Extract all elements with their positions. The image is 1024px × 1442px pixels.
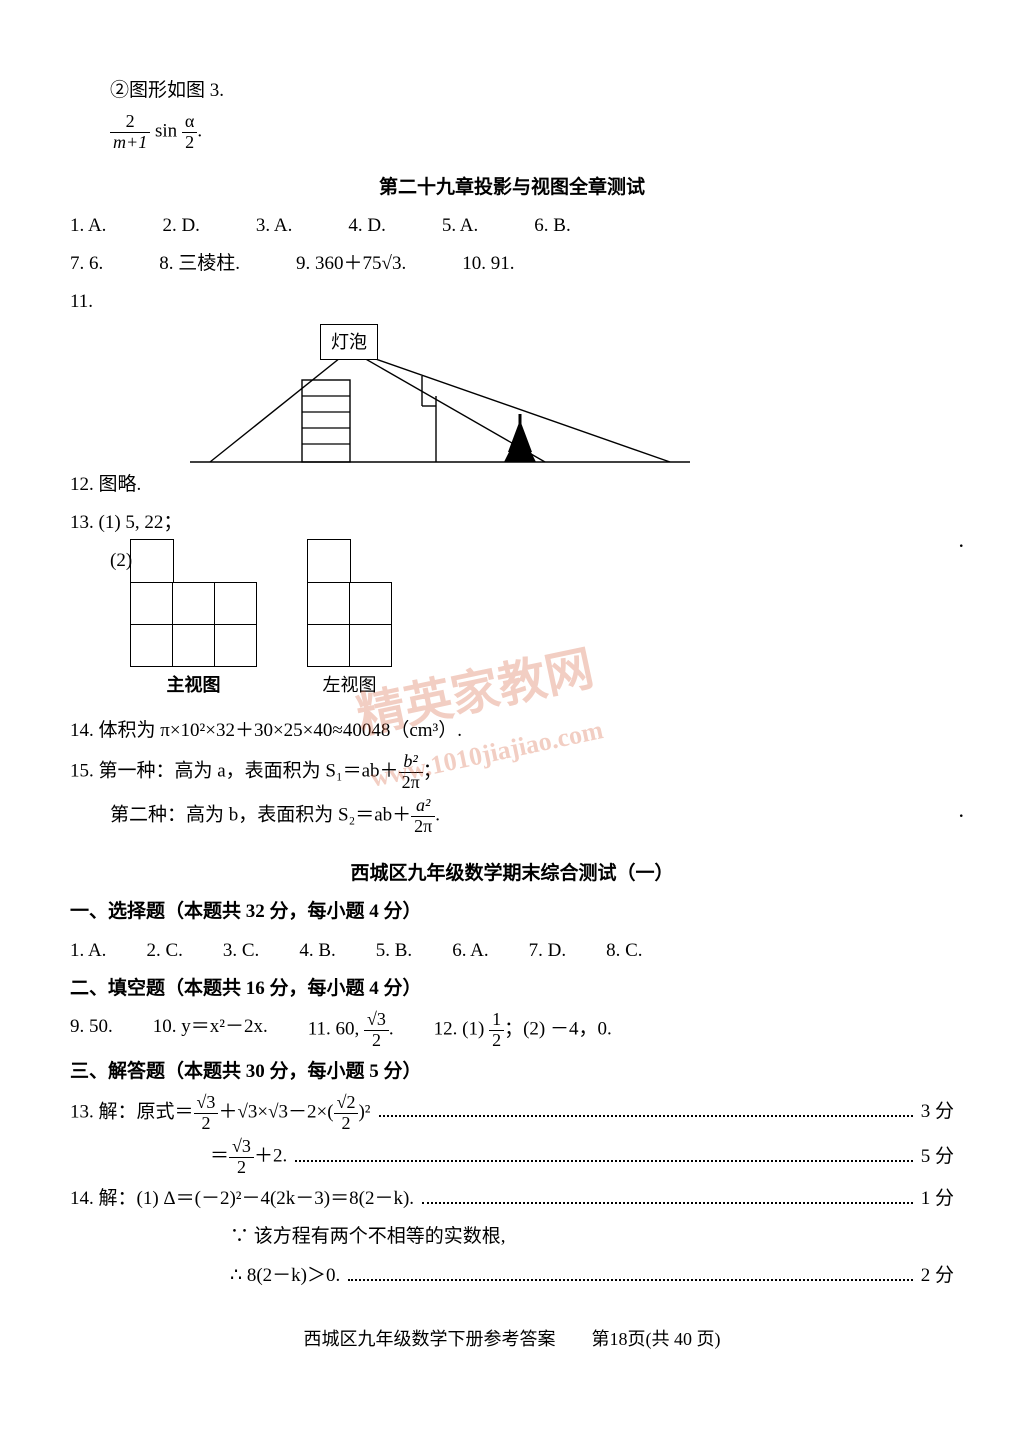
- s2-h1: 一、选择题（本题共 32 分，每小题 4 分）: [70, 895, 954, 929]
- bulb-label: 灯泡: [320, 324, 378, 360]
- main-view: 主视图: [130, 582, 257, 701]
- s1-q15b: 第二种：高为 b，表面积为 S₂＝ab＋a²2π.: [70, 796, 954, 837]
- s2-q13-line2: ＝√32＋2. 5 分: [70, 1137, 954, 1178]
- s2-fill: 9. 50. 10. y＝x²－2x. 11. 60, √32. 12. (1)…: [70, 1010, 954, 1051]
- s2-q13-line1: 13. 解：原式＝√32＋√3×√3－2×(√22)² 3 分: [70, 1093, 954, 1134]
- s1-q13-2-label: (2): [70, 544, 954, 578]
- s2-h2: 二、填空题（本题共 16 分，每小题 4 分）: [70, 972, 954, 1006]
- views-container: 主视图 左视图: [130, 582, 954, 701]
- left-view: 左视图: [307, 582, 392, 701]
- lamp-svg: [190, 324, 710, 464]
- margin-dot-icon: .: [959, 790, 965, 830]
- s1-q14: 14. 体积为 π×10²×32＋30×25×40≈40048（cm³）.: [70, 714, 954, 748]
- s1-q12: 12. 图略.: [70, 468, 954, 502]
- s2-h3: 三、解答题（本题共 30 分，每小题 5 分）: [70, 1055, 954, 1089]
- lamp-diagram: 灯泡: [190, 324, 710, 464]
- s2-q14-line3: ∴ 8(2－k)＞0. 2 分: [70, 1259, 954, 1293]
- s2-q14-line1: 14. 解：(1) Δ＝(－2)²－4(2k－3)＝8(2－k). 1 分: [70, 1182, 954, 1216]
- s1-row1: 1. A.2. D.3. A.4. D.5. A.6. B.: [70, 209, 954, 243]
- page-footer: 西城区九年级数学下册参考答案 第18页(共 40 页): [70, 1323, 954, 1355]
- s2-row1: 1. A.2. C.3. C.4. B.5. B.6. A.7. D.8. C.: [70, 934, 954, 968]
- s2-q14-line2: ∵ 该方程有两个不相等的实数根,: [70, 1220, 954, 1254]
- s1-q15a: 15. 第一种：高为 a，表面积为 S₁＝ab＋b²2π；: [70, 752, 954, 793]
- intro-line-1: ②图形如图 3.: [70, 74, 954, 108]
- s1-row2: 7. 6.8. 三棱柱.9. 360＋75√3.10. 91.: [70, 247, 954, 281]
- intro-formula: 2m+1 sin α2.: [70, 112, 954, 153]
- s1-q11: 11.: [70, 285, 954, 319]
- margin-dot-icon: .: [959, 520, 965, 560]
- section1-title: 第二十九章投影与视图全章测试: [70, 171, 954, 205]
- section2-title: 西城区九年级数学期末综合测试（一）: [70, 857, 954, 891]
- s1-q13-1: 13. (1) 5, 22；: [70, 506, 954, 540]
